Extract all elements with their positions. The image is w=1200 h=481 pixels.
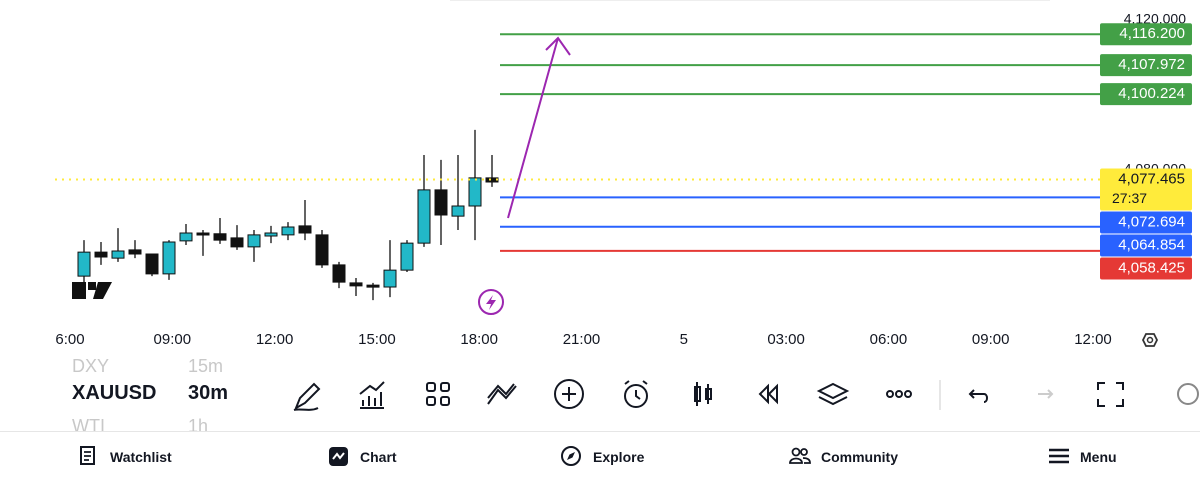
y-tick-label: 4,120.000 bbox=[1124, 11, 1186, 27]
nav-icon bbox=[329, 447, 348, 466]
price-label: 4,064.854 bbox=[1118, 236, 1185, 253]
x-tick-label: 06:00 bbox=[870, 331, 908, 348]
chart: 4,080.0004,120.0006:0009:0012:0015:0018:… bbox=[55, 0, 1192, 348]
fullscreen[interactable] bbox=[1097, 382, 1124, 407]
candle-body bbox=[128, 249, 142, 255]
x-tick-label: 6:00 bbox=[55, 331, 84, 348]
undo[interactable] bbox=[968, 389, 988, 403]
x-tick-label: 15:00 bbox=[358, 331, 396, 348]
price-label-box bbox=[1100, 54, 1192, 77]
x-tick-label: 09:00 bbox=[972, 331, 1010, 348]
nav-label: Watchlist bbox=[110, 448, 172, 465]
candle-body bbox=[468, 177, 482, 207]
alert-tool[interactable] bbox=[624, 380, 648, 408]
nav-item[interactable]: Menu bbox=[1048, 446, 1117, 467]
nav-icon bbox=[561, 446, 581, 466]
redo[interactable] bbox=[1038, 389, 1054, 399]
candle-body bbox=[162, 241, 176, 275]
price-label: 4,100.224 bbox=[1118, 85, 1185, 102]
x-tick-label: 12:00 bbox=[256, 331, 294, 348]
candle-body bbox=[366, 284, 380, 288]
x-tick-label: 21:00 bbox=[563, 331, 601, 348]
x-tick-label: 12:00 bbox=[1074, 331, 1112, 348]
bottom-nav: Watchlist Chart Explore Community Menu bbox=[0, 431, 1200, 481]
candle-body bbox=[264, 232, 278, 237]
x-tick-label: 09:00 bbox=[154, 331, 192, 348]
candle-body bbox=[400, 242, 414, 271]
price-label-box bbox=[1100, 83, 1192, 106]
trend-arrow bbox=[507, 36, 571, 219]
nav-item[interactable]: Watchlist bbox=[78, 446, 172, 467]
replay-tool[interactable] bbox=[758, 383, 778, 405]
lightning-button[interactable] bbox=[478, 289, 504, 315]
candle-body bbox=[196, 232, 210, 236]
candle-body bbox=[315, 234, 329, 266]
price-label: 4,116.200 bbox=[1119, 25, 1185, 42]
layers-tool[interactable] bbox=[816, 382, 850, 406]
x-tick-label: 03:00 bbox=[767, 331, 805, 348]
candle-body bbox=[77, 251, 91, 277]
tv-logo bbox=[72, 282, 112, 299]
candle-body bbox=[230, 237, 244, 248]
price-label: 4,077.465 bbox=[1118, 170, 1185, 187]
price-label: 4,107.972 bbox=[1118, 56, 1185, 73]
draw-tool[interactable] bbox=[293, 382, 321, 411]
settings-button[interactable] bbox=[1141, 333, 1159, 347]
add-tool[interactable] bbox=[554, 379, 584, 409]
symbol-name[interactable]: XAUUSD bbox=[72, 382, 157, 404]
candle-body bbox=[349, 282, 363, 287]
price-label-box bbox=[1100, 234, 1192, 257]
price-label-box bbox=[1100, 23, 1192, 46]
nav-label: Menu bbox=[1080, 448, 1117, 465]
candle-body bbox=[417, 189, 431, 244]
candle-body bbox=[213, 233, 227, 241]
candle-body bbox=[247, 234, 261, 248]
nav-label: Chart bbox=[360, 448, 397, 465]
nav-icon bbox=[789, 447, 811, 464]
candle-body bbox=[451, 205, 465, 217]
candle-body bbox=[434, 189, 448, 216]
x-tick-label: 18:00 bbox=[460, 331, 498, 348]
layout-tool[interactable] bbox=[426, 382, 450, 406]
price-label: 4,072.694 bbox=[1118, 213, 1185, 230]
symbol-interval[interactable]: 30m bbox=[188, 382, 229, 404]
nav-label: Community bbox=[821, 448, 898, 465]
candle-body bbox=[111, 250, 125, 259]
symbol-interval[interactable]: 15m bbox=[188, 356, 224, 376]
candle-body bbox=[94, 251, 108, 258]
more-tool[interactable] bbox=[886, 390, 912, 398]
countdown: 27:37 bbox=[1112, 190, 1147, 206]
nav-icon bbox=[1049, 448, 1069, 464]
toolbar: DXY 15m XAUUSD 30m WTI 1h bbox=[0, 356, 1200, 436]
symbol-name[interactable]: DXY bbox=[72, 356, 110, 376]
nav-icon bbox=[80, 446, 95, 465]
hint-icon[interactable] bbox=[1177, 383, 1199, 405]
candle-body bbox=[298, 225, 312, 234]
x-tick-label: 5 bbox=[680, 331, 688, 348]
candle-body bbox=[179, 232, 193, 242]
candle-type-tool[interactable] bbox=[694, 382, 712, 406]
compare-tool[interactable] bbox=[487, 383, 517, 405]
nav-item[interactable]: Community bbox=[789, 446, 898, 467]
toolbar-icons bbox=[293, 379, 1199, 411]
candle-body bbox=[145, 253, 159, 275]
candle-body bbox=[383, 269, 397, 288]
nav-item[interactable]: Explore bbox=[561, 446, 644, 467]
price-label-box bbox=[1100, 211, 1192, 234]
nav-label: Explore bbox=[593, 448, 645, 465]
candle-body bbox=[281, 226, 295, 236]
nav-item[interactable]: Chart bbox=[328, 446, 397, 467]
price-label-box bbox=[1100, 168, 1192, 211]
price-label-box bbox=[1100, 257, 1192, 280]
candle-body bbox=[332, 264, 346, 283]
price-label: 4,058.425 bbox=[1118, 259, 1185, 276]
indicators-tool[interactable] bbox=[359, 381, 385, 409]
